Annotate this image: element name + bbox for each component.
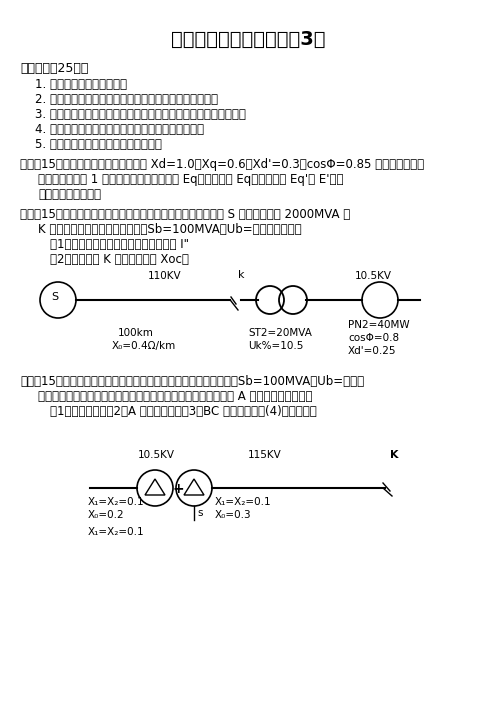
Text: 4. 输电线路中串联电容在电力系统中的作用是什么？: 4. 输电线路中串联电容在电力系统中的作用是什么？ bbox=[35, 123, 204, 136]
Text: （2）发电机对 K 点的计算电抗 Xoc。: （2）发电机对 K 点的计算电抗 Xoc。 bbox=[50, 253, 189, 266]
Text: 3. 为什么在分析同步发电机三相短路电流过程时要进行派克变换？: 3. 为什么在分析同步发电机三相短路电流过程时要进行派克变换？ bbox=[35, 108, 246, 121]
Text: ST2=20MVA: ST2=20MVA bbox=[248, 328, 312, 338]
Text: 定电压），用正序等效定则计算以下各种情况短路时，短路点的 A 相正序电流有名值。: 定电压），用正序等效定则计算以下各种情况短路时，短路点的 A 相正序电流有名值。 bbox=[38, 390, 312, 403]
Text: 电压标么值均为 1 时，求发电机的空载电势 Eq、虚构电势 Eq、暂态电势 Eq'和 E'，并: 电压标么值均为 1 时，求发电机的空载电势 Eq、虚构电势 Eq、暂态电势 Eq… bbox=[38, 173, 344, 186]
Text: Uk%=10.5: Uk%=10.5 bbox=[248, 341, 304, 351]
Text: K: K bbox=[390, 450, 398, 460]
Text: Xd'=0.25: Xd'=0.25 bbox=[348, 346, 396, 356]
Text: 10.5KV: 10.5KV bbox=[355, 271, 392, 281]
Text: +: + bbox=[172, 482, 184, 496]
Text: 四、（15分）如图所示系统，电抗为归算到统一基准值下的标么值（Sb=100MVA，Ub=平均额: 四、（15分）如图所示系统，电抗为归算到统一基准值下的标么值（Sb=100MVA… bbox=[20, 375, 364, 388]
Text: 100km: 100km bbox=[118, 328, 154, 338]
Text: PN2=40MW: PN2=40MW bbox=[348, 320, 410, 330]
Text: （1）短路点的短路电流周期分量起始值 I": （1）短路点的短路电流周期分量起始值 I" bbox=[50, 238, 189, 251]
Text: （1）三相短路；（2）A 相接地短路；（3）BC 相接地短路。(4)两相短路。: （1）三相短路；（2）A 相接地短路；（3）BC 相接地短路。(4)两相短路。 bbox=[50, 405, 317, 418]
Text: cosΦ=0.8: cosΦ=0.8 bbox=[348, 333, 399, 343]
Text: X₁=X₂=0.1: X₁=X₂=0.1 bbox=[215, 497, 272, 507]
Text: k: k bbox=[238, 270, 245, 280]
Text: X₁=X₂=0.1: X₁=X₂=0.1 bbox=[88, 527, 145, 537]
Text: 10.5KV: 10.5KV bbox=[138, 450, 175, 460]
Text: 115KV: 115KV bbox=[248, 450, 282, 460]
Text: 电力系统暂态分析试卷（3）: 电力系统暂态分析试卷（3） bbox=[171, 30, 325, 49]
Text: X₁=X₂=0.1: X₁=X₂=0.1 bbox=[88, 497, 145, 507]
Text: X₀=0.2: X₀=0.2 bbox=[88, 510, 124, 520]
Text: K 点发生三相短路时，试计算：（Sb=100MVA，Ub=平均额定电压）: K 点发生三相短路时，试计算：（Sb=100MVA，Ub=平均额定电压） bbox=[38, 223, 302, 236]
Text: 1. 简述短路的现象和危害？: 1. 简述短路的现象和危害？ bbox=[35, 78, 127, 91]
Text: 作电流电压相量图。: 作电流电压相量图。 bbox=[38, 188, 101, 201]
Text: s: s bbox=[197, 508, 202, 518]
Text: 一、简答（25分）: 一、简答（25分） bbox=[20, 62, 88, 75]
Text: 5. 静态稳定及暂态稳定的区别是什么？: 5. 静态稳定及暂态稳定的区别是什么？ bbox=[35, 138, 162, 151]
Text: 三、（15分）电力系统接线如图所示，元件参数标于图中，系统 S 的短路容量为 2000MVA 当: 三、（15分）电力系统接线如图所示，元件参数标于图中，系统 S 的短路容量为 2… bbox=[20, 208, 350, 221]
Text: S: S bbox=[51, 292, 58, 302]
Text: 2. 列出电力系统的各电压等级及其对应的平均额定电压？: 2. 列出电力系统的各电压等级及其对应的平均额定电压？ bbox=[35, 93, 218, 106]
Text: 二、（15分）已知同步发电机的参数为 Xd=1.0，Xq=0.6，Xd'=0.3，cosΦ=0.85 滞后，当电流、: 二、（15分）已知同步发电机的参数为 Xd=1.0，Xq=0.6，Xd'=0.3… bbox=[20, 158, 424, 171]
Text: 110KV: 110KV bbox=[148, 271, 182, 281]
Text: X₀=0.3: X₀=0.3 bbox=[215, 510, 251, 520]
Text: X₀=0.4Ω/km: X₀=0.4Ω/km bbox=[112, 341, 176, 351]
